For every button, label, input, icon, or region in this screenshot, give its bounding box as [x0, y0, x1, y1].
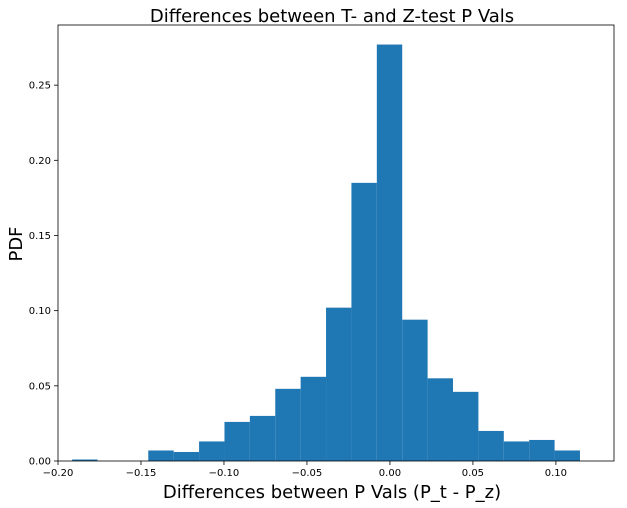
x-tick-label: −0.20 — [43, 468, 74, 479]
histogram-bar — [148, 450, 174, 461]
histogram-bar — [376, 44, 403, 461]
histogram-bar — [478, 430, 504, 461]
y-tick-label: 0.15 — [29, 231, 51, 242]
histogram-bar — [72, 459, 98, 461]
histogram-bar — [351, 182, 377, 462]
histogram-bar — [300, 376, 327, 461]
y-tick-label: 0.00 — [29, 457, 51, 468]
histogram-bar — [275, 388, 301, 461]
histogram-bar — [453, 391, 479, 461]
histogram-bar — [554, 450, 580, 461]
y-axis-label: PDF — [6, 226, 27, 261]
chart-title: Differences between T- and Z-test P Vals — [150, 6, 514, 27]
x-tick-label: −0.10 — [209, 468, 240, 479]
histogram-bar — [173, 451, 200, 461]
histogram-bar — [224, 421, 250, 461]
histogram-bar — [427, 378, 454, 461]
y-tick-label: 0.10 — [29, 306, 51, 317]
x-tick-label: −0.05 — [292, 468, 323, 479]
x-axis-label: Differences between P Vals (P_t - P_z) — [163, 482, 501, 503]
x-tick-label: 0.00 — [379, 468, 401, 479]
x-tick-label: −0.15 — [126, 468, 157, 479]
x-tick-label: 0.05 — [462, 468, 484, 479]
histogram-bar — [326, 307, 352, 461]
plot-area: −0.20 −0.15 −0.10 −0.05 0.00 0.05 0.10 0.00 0.05… — [29, 24, 615, 479]
x-tick-label: 0.10 — [545, 468, 567, 479]
plot-frame — [57, 24, 615, 462]
histogram-bar — [503, 441, 530, 461]
y-tick-label: 0.05 — [29, 381, 51, 392]
histogram-bar — [249, 415, 276, 461]
histogram-bar — [529, 439, 555, 461]
histogram-bar — [199, 441, 225, 461]
histogram-bar — [402, 319, 428, 461]
y-tick-label: 0.25 — [29, 81, 51, 92]
y-tick-label: 0.20 — [29, 156, 51, 167]
